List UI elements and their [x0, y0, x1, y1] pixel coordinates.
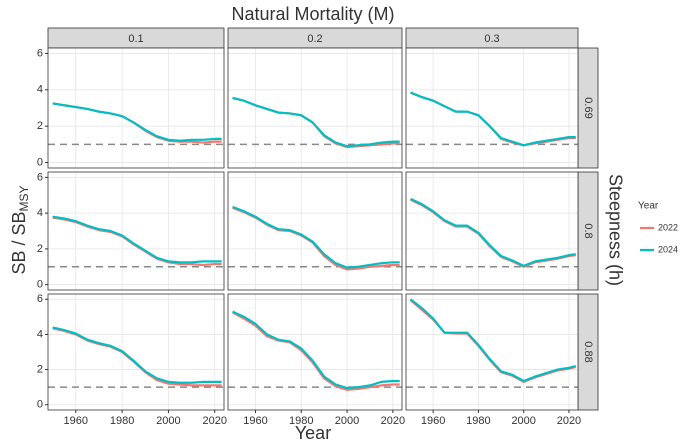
- series-line: [409, 298, 577, 383]
- panel-border: [47, 293, 225, 411]
- x-tick-label: 1980: [289, 415, 313, 427]
- panel-background: [48, 48, 224, 168]
- column-label: 0.2: [307, 33, 322, 45]
- x-tick-label: 1980: [466, 415, 490, 427]
- x-tick-label: 2020: [202, 415, 226, 427]
- y-tick-label: 6: [37, 47, 43, 59]
- column-label: 0.3: [484, 33, 499, 45]
- row-label: 0.8: [582, 223, 594, 238]
- y-tick-label: 4: [37, 328, 43, 340]
- series-line: [232, 310, 400, 390]
- x-tick-label: 1980: [110, 415, 134, 427]
- series-line: [410, 197, 576, 267]
- y-tick-label: 2: [37, 243, 43, 255]
- y-axis-label: SB / SBMSY: [9, 185, 31, 274]
- y-tick-label: 0: [37, 399, 43, 411]
- y-tick-label: 2: [37, 120, 43, 132]
- panel-background: [406, 172, 578, 290]
- legend-label: 2022: [658, 222, 678, 232]
- legend-label: 2024: [658, 244, 678, 254]
- x-tick-label: 2000: [511, 415, 535, 427]
- y-tick-label: 6: [37, 293, 43, 305]
- y-tick-label: 6: [37, 171, 43, 183]
- panel-border: [405, 47, 579, 169]
- y-tick-label: 0: [37, 156, 43, 168]
- panel-border: [47, 171, 225, 291]
- panel-background: [406, 48, 578, 168]
- panel-background: [406, 294, 578, 410]
- panel-border: [227, 171, 403, 291]
- y-tick-label: 0: [37, 279, 43, 291]
- panel-border: [227, 293, 403, 411]
- x-tick-label: 2000: [156, 415, 180, 427]
- panel-border: [47, 47, 225, 169]
- series-line: [232, 205, 400, 269]
- x-axis-label: Year: [295, 423, 331, 443]
- panel-background: [228, 48, 402, 168]
- panel-background: [48, 294, 224, 410]
- series-line: [52, 215, 222, 264]
- x-tick-label: 2000: [335, 415, 359, 427]
- row-label: 0.69: [582, 97, 594, 118]
- series-line: [232, 96, 400, 148]
- y-tick-label: 2: [37, 363, 43, 375]
- panel-background: [48, 172, 224, 290]
- row-title: Steepness (h): [605, 174, 625, 286]
- panel-background: [228, 294, 402, 410]
- row-label: 0.88: [582, 341, 594, 362]
- panel-background: [228, 172, 402, 290]
- x-tick-label: 1960: [243, 415, 267, 427]
- x-tick-label: 2020: [381, 415, 405, 427]
- y-label-main: SB / SB: [9, 211, 29, 274]
- series-line: [52, 326, 222, 384]
- panel-border: [405, 171, 579, 291]
- y-label-sub: MSY: [17, 185, 31, 211]
- chart-title: Natural Mortality (M): [231, 4, 394, 24]
- series-line: [52, 102, 222, 142]
- x-tick-label: 1960: [64, 415, 88, 427]
- legend-title: Year: [638, 201, 659, 212]
- y-tick-label: 4: [37, 84, 43, 96]
- y-tick-label: 4: [37, 207, 43, 219]
- x-tick-label: 2020: [557, 415, 581, 427]
- column-label: 0.1: [128, 33, 143, 45]
- x-tick-label: 1960: [421, 415, 445, 427]
- series-line: [410, 91, 576, 147]
- panel-border: [227, 47, 403, 169]
- panel-border: [405, 293, 579, 411]
